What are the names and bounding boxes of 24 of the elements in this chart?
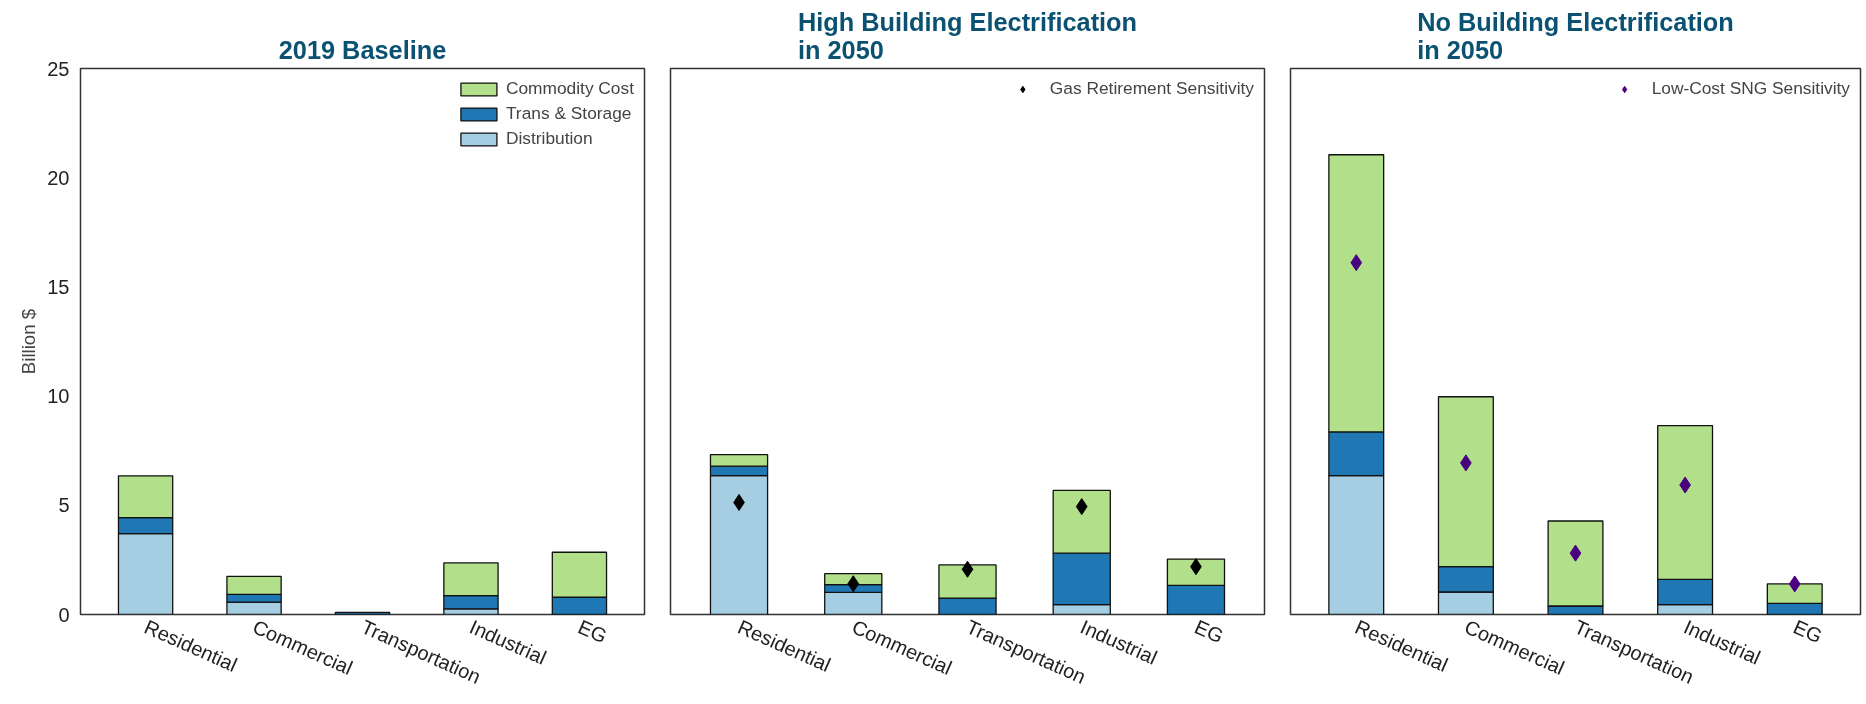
- chart-title: High Building Electrification in 2050: [797, 7, 1138, 64]
- y-axis-title: Billion $: [18, 308, 40, 375]
- chart-title: No Building Electrification in 2050: [1417, 7, 1734, 64]
- point: [1075, 498, 1088, 516]
- legend-label: Gas Retirement Sensitivity: [1049, 78, 1254, 99]
- chart-title: 2019 Baseline: [278, 35, 447, 64]
- x-tick-label: EG: [574, 615, 611, 648]
- point: [1569, 544, 1582, 562]
- legend-label: Low-Cost SNG Sensitivity: [1651, 78, 1850, 99]
- point: [847, 575, 860, 593]
- x-tick-label: EG: [1790, 615, 1826, 648]
- y-tick-label: 10: [47, 385, 70, 408]
- y-tick-label: 0: [58, 603, 70, 626]
- point: [1788, 575, 1801, 593]
- y-tick-label: 25: [47, 57, 70, 80]
- y-tick-label: 5: [58, 494, 70, 517]
- x-tick-label: EG: [1191, 615, 1227, 648]
- y-tick-label: 20: [47, 166, 70, 189]
- point: [1350, 254, 1363, 272]
- legend-label: Distribution: [505, 128, 593, 149]
- y-tick-label: 15: [47, 275, 70, 298]
- legend-label: Trans & Storage: [505, 103, 632, 124]
- legend-label: Commodity Cost: [505, 78, 634, 99]
- point: [961, 560, 974, 578]
